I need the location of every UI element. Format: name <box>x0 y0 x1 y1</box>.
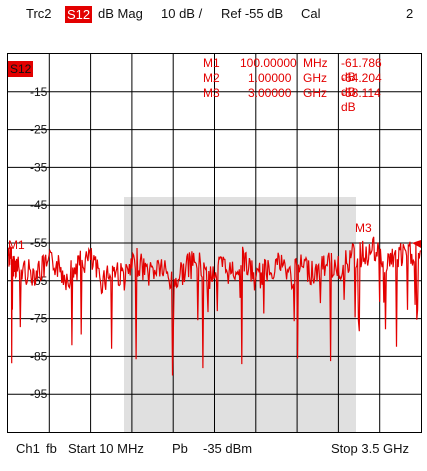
calibration-status: Cal <box>301 6 321 21</box>
marker-value: -64.204 dB <box>341 71 382 99</box>
marker-unit: MHz <box>303 56 328 70</box>
y-axis-tick-label: -75 <box>30 312 48 326</box>
y-axis-tick-label: -15 <box>30 85 48 99</box>
y-axis-tick-label: -95 <box>30 387 48 401</box>
marker-unit: GHz <box>303 71 327 85</box>
channel-label[interactable]: Ch1 <box>16 441 40 456</box>
reference-label[interactable]: Ref -55 dB <box>221 6 284 21</box>
trace-label[interactable]: Trc2 <box>26 6 52 21</box>
marker-labels: M1 M3 <box>8 221 372 252</box>
trace-plot-svg: -15-25-35-45-55-65-75-85-95 M1 M3 <box>8 54 421 432</box>
stop-frequency[interactable]: Stop 3.5 GHz <box>331 441 410 456</box>
marker-name: M1 <box>203 56 220 70</box>
y-axis-tick-label: -85 <box>30 349 48 363</box>
y-axis-tick-labels: -15-25-35-45-55-65-75-85-95 <box>30 85 48 401</box>
power-level[interactable]: -35 dBm <box>203 441 253 456</box>
marker-m3-label: M3 <box>355 221 372 235</box>
y-axis-tick-label: -35 <box>30 160 48 174</box>
marker-frequency: 100.00000 <box>240 56 297 70</box>
y-axis-tick-label: -25 <box>30 123 48 137</box>
marker-name: M3 <box>203 86 220 100</box>
marker-value: -61.786 dB <box>341 56 382 84</box>
y-axis-tick-label: -55 <box>30 236 48 250</box>
grid-lines <box>8 54 421 432</box>
measurement-parameter-badge[interactable]: S12 <box>65 6 93 23</box>
reference-level-marker-icon <box>412 240 421 248</box>
marker-frequency: 3.00000 <box>248 86 292 100</box>
trace-plot-area[interactable]: -15 -25 -35 -45 -55 -65 -75 -85 -95 M1 M3 S12 M1… <box>7 53 422 433</box>
start-frequency[interactable]: Start 10 MHz <box>68 441 144 456</box>
channel-number: 2 <box>406 6 414 21</box>
channel-footer: Ch1 fb Start 10 MHz Pb -35 dBm Stop 3.5 … <box>16 434 420 460</box>
trace-header: Trc2 S12 dB Mag 10 dB / Ref -55 dB Cal 2 <box>16 0 420 26</box>
format-label[interactable]: dB Mag <box>98 6 143 21</box>
marker-value: -58.114 dB <box>341 86 381 114</box>
marker-frequency: 1.00000 <box>248 71 292 85</box>
marker-unit: GHz <box>303 86 327 100</box>
fb-label: fb <box>46 441 57 456</box>
scale-label[interactable]: 10 dB / <box>161 6 203 21</box>
marker-name: M2 <box>203 71 220 85</box>
marker-m1-label: M1 <box>8 238 25 252</box>
trace-tag: S12 <box>8 61 34 77</box>
pb-label: Pb <box>172 441 188 456</box>
s12-trace-line <box>8 236 421 376</box>
highlight-region <box>124 197 356 432</box>
y-axis-tick-label: -45 <box>30 198 48 212</box>
